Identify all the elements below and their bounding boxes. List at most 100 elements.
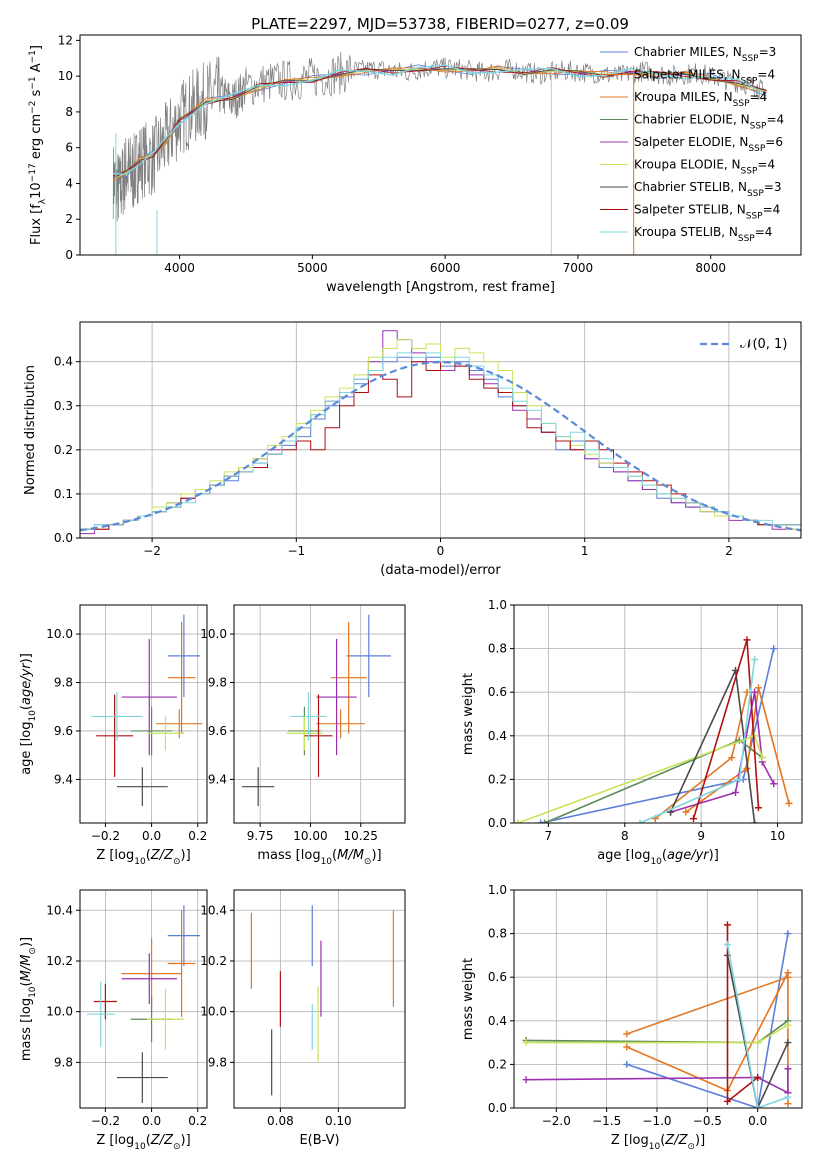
x-tick-label: 4000 bbox=[164, 261, 195, 275]
axes-frame bbox=[79, 34, 802, 256]
x-tick-label: 10 bbox=[770, 829, 785, 843]
label-part: 10 bbox=[134, 1142, 146, 1152]
mass-weight-marker bbox=[541, 819, 549, 823]
label-part: )] bbox=[695, 1133, 705, 1148]
x-tick-label: 9.75 bbox=[247, 829, 274, 843]
y-tick-label: 0.4 bbox=[488, 1014, 507, 1028]
mass-weight-marker bbox=[682, 808, 690, 816]
legend-label: Chabrier ELODIE, NSSP=4 bbox=[634, 113, 784, 132]
spectrum-axes: 4000 5000 6000 7000 8000 0 2 4 6 8 10 12 wavelength … bbox=[28, 33, 802, 295]
x-tick-label: 9 bbox=[697, 829, 705, 843]
y-tick-label: 0.2 bbox=[488, 772, 507, 786]
label-part: ⊙ bbox=[28, 947, 38, 955]
mass-weight-marker bbox=[514, 819, 522, 823]
mass-weight-line bbox=[692, 639, 760, 819]
x-tick-label: 1 bbox=[581, 544, 589, 558]
x-tick-label: −1.5 bbox=[592, 1114, 621, 1128]
label-part: )] bbox=[181, 848, 191, 863]
label-part: age/yr bbox=[19, 662, 34, 705]
label-part: Z [log bbox=[611, 1133, 649, 1148]
y-tick-label: 0.0 bbox=[54, 531, 73, 545]
mass-weight-line bbox=[726, 955, 789, 1108]
mass-weight-marker bbox=[751, 732, 759, 740]
label-part: age/yr bbox=[667, 848, 710, 863]
y-tick-label: 0.6 bbox=[488, 970, 507, 984]
hist-xlabel: (data-model)/error bbox=[380, 563, 501, 578]
mass-weight-marker bbox=[770, 645, 778, 653]
label-part: )] bbox=[709, 848, 719, 863]
y-tick-label: 0.4 bbox=[54, 355, 73, 369]
y-tick-label: 0.0 bbox=[488, 1101, 507, 1115]
x-tick-label: 0.0 bbox=[142, 829, 161, 843]
label-part: )] bbox=[181, 1133, 191, 1148]
mass-weight-marker bbox=[723, 1097, 731, 1105]
x-tick-label: −0.5 bbox=[693, 1114, 722, 1128]
mass-weight-marker bbox=[623, 1043, 631, 1051]
age_vs_mass-axes: 9.75 10.00 10.25 9.4 9.6 9.8 10.0 mass [log10(M… bbox=[200, 604, 406, 867]
plots-layer: 4000 5000 6000 7000 8000024681012wavelength … bbox=[19, 33, 803, 1152]
x-tick-label: 0.2 bbox=[188, 1114, 207, 1128]
x-tick-label: −0.2 bbox=[91, 1114, 120, 1128]
legend-name: Kroupa ELODIE, N bbox=[634, 158, 741, 172]
y-tick-label: 0 bbox=[65, 248, 73, 262]
mass-weight-marker bbox=[743, 688, 751, 696]
x-tick-label: 0.0 bbox=[748, 1114, 767, 1128]
label-part: ( bbox=[19, 705, 34, 710]
legend-nssp: =4 bbox=[757, 158, 775, 172]
mass-weight-marker bbox=[784, 930, 792, 938]
legend-name: Kroupa MILES, N bbox=[634, 90, 733, 104]
legend-nssp: =4 bbox=[750, 90, 768, 104]
mass-weight-marker bbox=[784, 1039, 792, 1047]
axes-frame bbox=[233, 604, 406, 824]
label-part: age [log bbox=[19, 722, 34, 775]
axes-frame bbox=[513, 604, 803, 824]
label-part: age [log bbox=[597, 848, 650, 863]
gaussian-curve bbox=[80, 360, 801, 532]
x-tick-label: −2.0 bbox=[542, 1114, 571, 1128]
axes-frame bbox=[513, 889, 803, 1109]
legend-sub: SSP bbox=[738, 234, 755, 244]
label-part: mass weight bbox=[461, 958, 476, 1040]
legend-label: Salpeter STELIB, NSSP=4 bbox=[634, 203, 780, 222]
mass-weight-marker bbox=[754, 1073, 762, 1081]
legend-nssp: =4 bbox=[763, 203, 781, 217]
label-part: ( bbox=[332, 848, 337, 863]
mass-weight-line bbox=[726, 924, 759, 1104]
x-tick-label: 8000 bbox=[695, 261, 726, 275]
y-tick-label: 0.2 bbox=[54, 443, 73, 457]
y-tick-label: 4 bbox=[65, 176, 73, 190]
hist-ylabel: Normed distribution bbox=[23, 365, 38, 495]
label-part: 10 bbox=[134, 857, 146, 867]
mass-weight-marker bbox=[784, 1100, 792, 1108]
y-tick-label: 10.4 bbox=[200, 903, 227, 917]
legend-name: Chabrier STELIB, N bbox=[634, 180, 747, 194]
legend-label: Kroupa ELODIE, NSSP=4 bbox=[634, 158, 775, 177]
legend-name: Chabrier MILES, N bbox=[634, 45, 742, 59]
label-part: Z/Z bbox=[150, 848, 174, 863]
ebv-xlabel: E(B-V) bbox=[299, 1133, 339, 1148]
y-tick-label: 0.6 bbox=[488, 685, 507, 699]
axes-frame bbox=[79, 604, 208, 824]
massz-ylabel: mass [log10(M/M⊙)] bbox=[19, 937, 38, 1061]
massweight_vs_Z-plot-area bbox=[522, 921, 792, 1108]
mass-weight-marker bbox=[723, 941, 731, 948]
legend-sub: SSP bbox=[746, 212, 763, 222]
legend-label: Salpeter MILES, NSSP=4 bbox=[634, 68, 775, 87]
label-part: 10 bbox=[28, 986, 38, 998]
x-tick-label: 0.10 bbox=[325, 1114, 352, 1128]
label-part: Normed distribution bbox=[23, 365, 38, 495]
legend-sub: SSP bbox=[733, 99, 750, 109]
legend-sub: SSP bbox=[750, 122, 767, 132]
mass-weight-marker bbox=[623, 1060, 631, 1068]
label-part: −17 bbox=[28, 163, 38, 182]
y-tick-label: 1.0 bbox=[488, 598, 507, 612]
x-tick-label: 0.2 bbox=[188, 829, 207, 843]
legend-name: Salpeter MILES, N bbox=[634, 68, 741, 82]
x-tick-label: 8 bbox=[621, 829, 629, 843]
mass-weight-marker bbox=[743, 636, 751, 644]
label-part: mass [log bbox=[19, 998, 34, 1061]
legend-name: Salpeter STELIB, N bbox=[634, 203, 746, 217]
x-tick-label: 0.0 bbox=[142, 1114, 161, 1128]
legend-sub: SSP bbox=[748, 144, 765, 154]
legend-sub: SSP bbox=[747, 189, 764, 199]
